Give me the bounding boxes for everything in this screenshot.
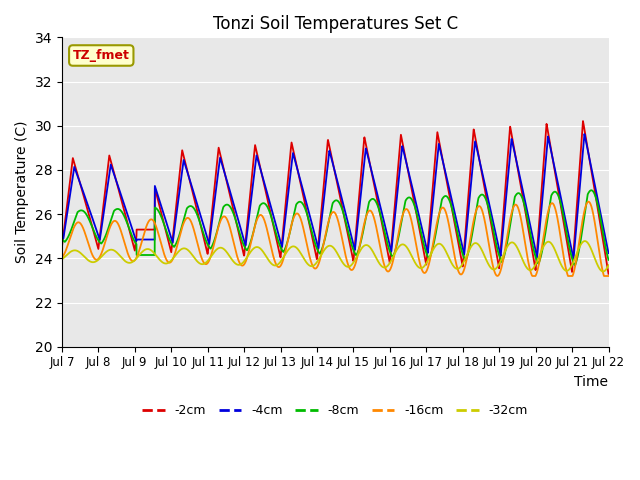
-16cm <box>584 199 592 204</box>
-32cm <box>605 262 612 268</box>
-2cm <box>291 156 299 162</box>
-4cm <box>268 206 275 212</box>
-4cm <box>291 158 299 164</box>
-32cm <box>291 244 299 250</box>
X-axis label: Time: Time <box>575 375 609 389</box>
-16cm <box>268 246 275 252</box>
Y-axis label: Soil Temperature (C): Soil Temperature (C) <box>15 121 29 263</box>
Legend: -2cm, -4cm, -8cm, -16cm, -32cm: -2cm, -4cm, -8cm, -16cm, -32cm <box>137 399 533 422</box>
-8cm <box>58 236 66 242</box>
-8cm <box>595 204 602 210</box>
-32cm <box>581 238 589 244</box>
-32cm <box>594 263 602 269</box>
-4cm <box>595 198 602 204</box>
-8cm <box>291 206 299 212</box>
-2cm <box>120 208 128 214</box>
-2cm <box>58 244 66 250</box>
-2cm <box>594 207 602 213</box>
-8cm <box>535 260 543 266</box>
-8cm <box>571 263 579 268</box>
Title: Tonzi Soil Temperatures Set C: Tonzi Soil Temperatures Set C <box>212 15 458 33</box>
-4cm <box>605 251 612 256</box>
-16cm <box>595 241 602 247</box>
-4cm <box>120 202 128 207</box>
-32cm <box>58 256 66 262</box>
Line: -8cm: -8cm <box>62 190 609 265</box>
-2cm <box>153 192 161 198</box>
-4cm <box>153 189 161 194</box>
-8cm <box>153 206 161 212</box>
Line: -16cm: -16cm <box>62 202 609 276</box>
-16cm <box>535 261 543 266</box>
-2cm <box>535 224 543 230</box>
-16cm <box>605 273 612 279</box>
-16cm <box>291 212 299 217</box>
Text: TZ_fmet: TZ_fmet <box>73 49 130 62</box>
Line: -2cm: -2cm <box>62 121 609 274</box>
Line: -32cm: -32cm <box>62 241 609 272</box>
Line: -4cm: -4cm <box>62 134 609 259</box>
-16cm <box>120 239 128 245</box>
-16cm <box>58 254 66 260</box>
-8cm <box>268 215 275 220</box>
-4cm <box>570 256 577 262</box>
-32cm <box>120 257 128 263</box>
-4cm <box>58 231 66 237</box>
-4cm <box>535 235 543 240</box>
-2cm <box>579 118 587 124</box>
-16cm <box>529 273 536 279</box>
-32cm <box>268 261 275 266</box>
-32cm <box>599 269 607 275</box>
-8cm <box>588 187 595 193</box>
-8cm <box>120 213 128 219</box>
-16cm <box>153 225 161 231</box>
-4cm <box>580 131 588 137</box>
-8cm <box>605 257 612 263</box>
-2cm <box>605 271 612 276</box>
-32cm <box>153 253 161 259</box>
-32cm <box>535 254 543 260</box>
-2cm <box>268 214 275 220</box>
